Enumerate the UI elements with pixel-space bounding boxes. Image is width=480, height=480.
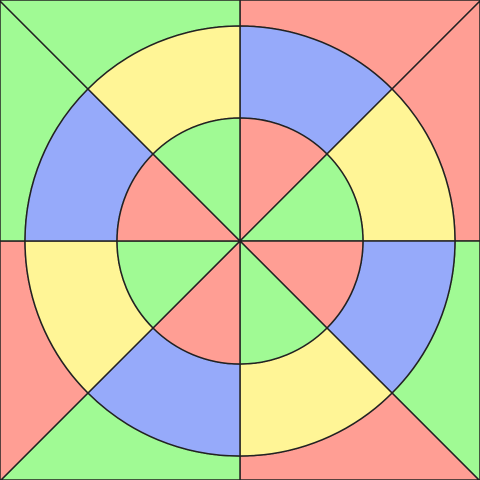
inner-region[interactable] (239, 117, 328, 242)
inner-region[interactable] (152, 117, 241, 242)
inner-region[interactable] (239, 153, 364, 242)
inner-region[interactable] (239, 240, 364, 329)
inner-region[interactable] (116, 153, 241, 242)
inner-region[interactable] (116, 240, 241, 329)
inner-region[interactable] (239, 240, 328, 365)
inner-regions (116, 117, 364, 365)
inner-region[interactable] (152, 240, 241, 365)
